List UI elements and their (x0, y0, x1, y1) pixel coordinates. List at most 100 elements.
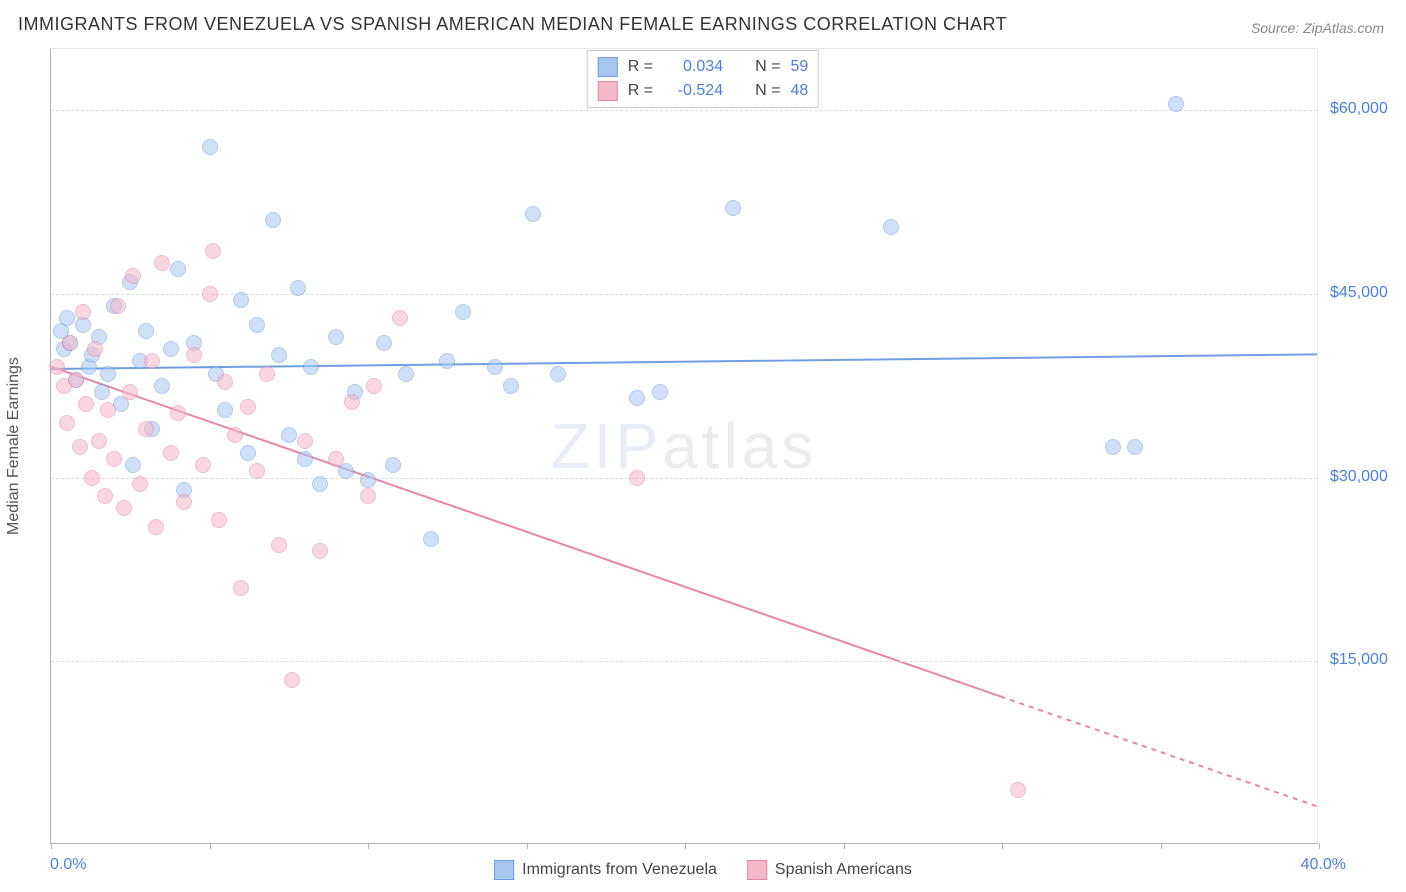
y-tick-label: $30,000 (1330, 468, 1388, 486)
scatter-point (233, 292, 249, 308)
y-tick-label: $15,000 (1330, 651, 1388, 669)
scatter-point (91, 433, 107, 449)
scatter-point (439, 353, 455, 369)
gridline-h (51, 478, 1317, 479)
scatter-point (78, 396, 94, 412)
x-tick-label-min: 0.0% (50, 856, 86, 874)
scatter-point (297, 433, 313, 449)
scatter-point (186, 347, 202, 363)
scatter-point (68, 372, 84, 388)
scatter-point (195, 457, 211, 473)
scatter-point (125, 457, 141, 473)
x-tick (210, 843, 211, 849)
x-tick-label-max: 40.0% (1301, 856, 1346, 874)
scatter-point (652, 384, 668, 400)
x-tick (1161, 843, 1162, 849)
scatter-point (883, 219, 899, 235)
y-axis-label: Median Female Earnings (5, 357, 23, 535)
x-tick (51, 843, 52, 849)
n-label: N = (755, 58, 780, 76)
scatter-point (176, 494, 192, 510)
x-tick (368, 843, 369, 849)
scatter-point (49, 359, 65, 375)
scatter-point (87, 341, 103, 357)
x-tick (1319, 843, 1320, 849)
r-label: R = (628, 58, 653, 76)
scatter-point (144, 353, 160, 369)
scatter-point (328, 451, 344, 467)
scatter-point (629, 390, 645, 406)
scatter-point (97, 488, 113, 504)
series-legend: Immigrants from Venezuela Spanish America… (494, 860, 912, 880)
scatter-point (122, 384, 138, 400)
scatter-point (100, 402, 116, 418)
scatter-point (94, 384, 110, 400)
scatter-point (154, 378, 170, 394)
scatter-point (312, 543, 328, 559)
scatter-point (284, 672, 300, 688)
series-name: Spanish Americans (775, 861, 912, 879)
r-label: R = (628, 82, 653, 100)
scatter-point (271, 347, 287, 363)
scatter-point (211, 512, 227, 528)
scatter-point (62, 335, 78, 351)
scatter-point (385, 457, 401, 473)
scatter-point (312, 476, 328, 492)
scatter-point (360, 472, 376, 488)
scatter-point (84, 470, 100, 486)
scatter-point (366, 378, 382, 394)
scatter-point (205, 243, 221, 259)
source-label: Source: ZipAtlas.com (1251, 20, 1384, 36)
chart-plot-area: ZIPatlas (50, 48, 1318, 844)
scatter-point (265, 212, 281, 228)
scatter-point (1105, 439, 1121, 455)
scatter-point (281, 427, 297, 443)
scatter-point (132, 476, 148, 492)
scatter-point (202, 139, 218, 155)
scatter-point (240, 445, 256, 461)
scatter-point (233, 580, 249, 596)
scatter-point (72, 439, 88, 455)
scatter-point (725, 200, 741, 216)
legend-swatch (494, 860, 514, 880)
scatter-point (170, 261, 186, 277)
correlation-legend-row: R = 0.034 N = 59 (598, 55, 808, 79)
series-name: Immigrants from Venezuela (522, 861, 717, 879)
n-value: 48 (790, 82, 808, 100)
scatter-point (240, 399, 256, 415)
scatter-point (376, 335, 392, 351)
scatter-point (455, 304, 471, 320)
scatter-point (271, 537, 287, 553)
scatter-point (110, 298, 126, 314)
scatter-point (217, 402, 233, 418)
scatter-point (303, 359, 319, 375)
scatter-point (328, 329, 344, 345)
scatter-point (392, 310, 408, 326)
scatter-point (106, 451, 122, 467)
correlation-legend-row: R =-0.524N =48 (598, 79, 808, 103)
trendline-dashed (1001, 696, 1318, 806)
scatter-point (170, 405, 186, 421)
scatter-point (138, 421, 154, 437)
chart-title: IMMIGRANTS FROM VENEZUELA VS SPANISH AME… (18, 14, 1007, 35)
scatter-point (1127, 439, 1143, 455)
scatter-point (138, 323, 154, 339)
scatter-point (629, 470, 645, 486)
scatter-point (163, 341, 179, 357)
scatter-point (1168, 96, 1184, 112)
y-tick-label: $45,000 (1330, 284, 1388, 302)
scatter-point (360, 488, 376, 504)
scatter-point (217, 374, 233, 390)
scatter-point (297, 451, 313, 467)
x-tick (844, 843, 845, 849)
x-tick (527, 843, 528, 849)
x-tick (1002, 843, 1003, 849)
scatter-point (59, 310, 75, 326)
trendline (51, 354, 1317, 369)
scatter-point (1010, 782, 1026, 798)
n-value: 59 (790, 58, 808, 76)
r-value: 0.034 (663, 58, 723, 76)
scatter-point (344, 394, 360, 410)
legend-swatch (598, 57, 618, 77)
series-legend-item: Immigrants from Venezuela (494, 860, 717, 880)
